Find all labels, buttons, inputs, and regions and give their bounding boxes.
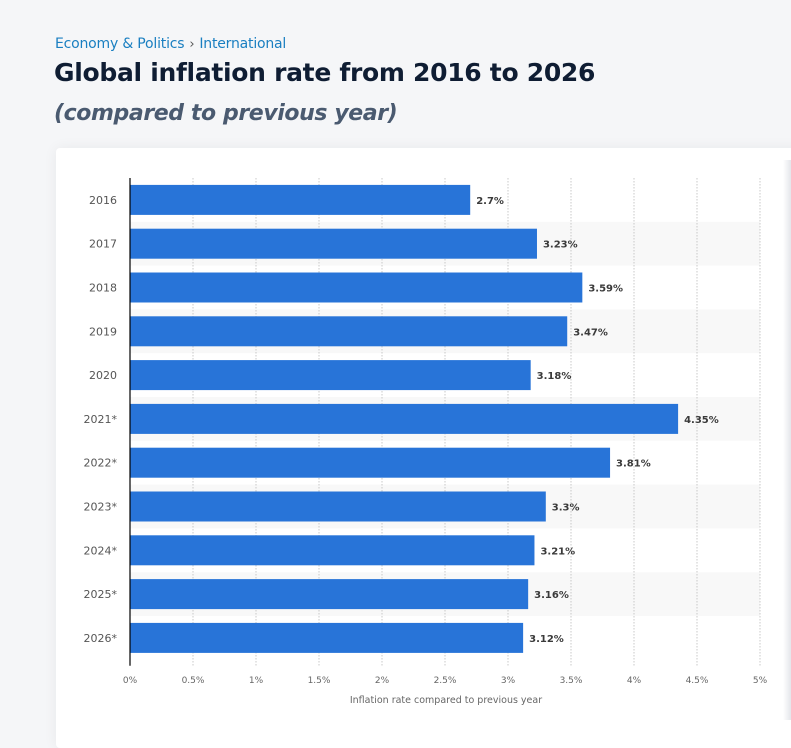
y-axis-label: 2017 <box>89 238 117 251</box>
value-label: 3.18% <box>537 371 572 382</box>
breadcrumb: Economy & Politics › International <box>55 36 286 52</box>
bar-chart: 2016 2017 2018 2019 2020 2021* 2022* 2023* 2024*… <box>84 178 768 706</box>
y-axis-label: 2018 <box>89 282 117 295</box>
y-axis-label: 2026* <box>84 632 118 645</box>
x-axis-label: 0% <box>123 676 138 686</box>
x-axis-label: 4.5% <box>686 676 709 686</box>
y-axis-label: 2016 <box>89 194 117 207</box>
y-axis-label: 2019 <box>89 325 117 338</box>
value-label: 3.81% <box>616 459 651 470</box>
x-axis-label: 5% <box>753 676 768 686</box>
page-subtitle: (compared to previous year) <box>54 101 398 126</box>
page-title: Global inflation rate from 2016 to 2026 <box>54 58 596 87</box>
y-axis-labels: 2016 2017 2018 2019 2020 2021* 2022* 2023* 2024*… <box>84 194 118 645</box>
y-axis-label: 2020 <box>89 369 117 382</box>
breadcrumb-separator: › <box>189 37 195 52</box>
value-label: 3.12% <box>529 634 564 645</box>
breadcrumb-link-international[interactable]: International <box>199 36 287 52</box>
value-label: 3.59% <box>588 284 623 295</box>
bar <box>130 403 679 434</box>
x-axis-label: 4% <box>627 676 642 686</box>
breadcrumb-link-economy-politics[interactable]: Economy & Politics <box>55 36 185 52</box>
y-axis-label: 2021* <box>84 413 118 426</box>
value-label: 3.21% <box>540 546 575 557</box>
bar <box>130 360 531 391</box>
bar <box>130 491 546 522</box>
bars <box>130 184 679 653</box>
x-axis-label: 2% <box>375 676 390 686</box>
bar <box>130 316 568 347</box>
y-axis-label: 2024* <box>84 544 118 557</box>
bar <box>130 228 537 259</box>
bar <box>130 535 535 566</box>
value-label: 3.3% <box>552 503 580 514</box>
x-axis-label: 0.5% <box>182 676 205 686</box>
bar <box>130 579 529 610</box>
x-axis-label: 1.5% <box>308 676 331 686</box>
value-label: 3.23% <box>543 240 578 251</box>
x-axis-title: Inflation rate compared to previous year <box>350 695 542 706</box>
y-axis-label: 2025* <box>84 588 118 601</box>
y-axis-label: 2023* <box>84 501 118 514</box>
value-label: 4.35% <box>684 415 719 426</box>
x-axis-labels: 0% 0.5% 1% 1.5% 2% 2.5% 3% 3.5% 4% 4.5% 5% <box>123 676 768 686</box>
value-label: 3.16% <box>534 590 569 601</box>
x-axis-label: 1% <box>249 676 264 686</box>
bar <box>130 272 583 303</box>
x-axis-label: 2.5% <box>434 676 457 686</box>
x-axis-label: 3.5% <box>560 676 583 686</box>
value-label: 3.47% <box>573 327 608 338</box>
bar <box>130 622 524 653</box>
value-labels: 2.7% 3.23% 3.59% 3.47% 3.18% 4.35% 3.81% 3.3% 3.… <box>476 196 719 645</box>
x-axis-label: 3% <box>501 676 516 686</box>
side-panel-shadow <box>783 160 791 720</box>
bar <box>130 184 471 215</box>
bar <box>130 447 611 478</box>
value-label: 2.7% <box>476 196 504 207</box>
y-axis-label: 2022* <box>84 457 118 470</box>
